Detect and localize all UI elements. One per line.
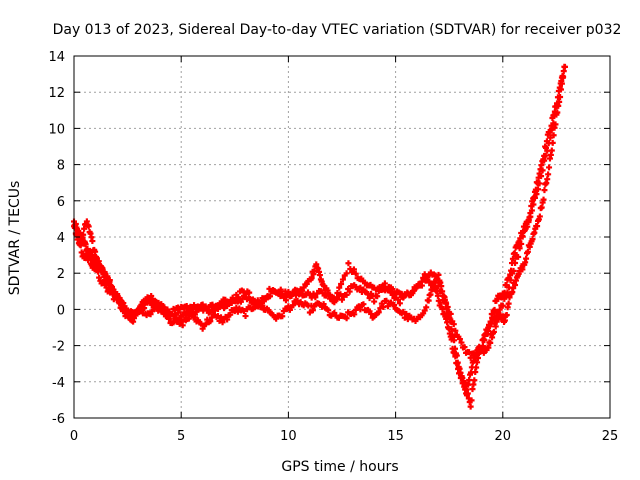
- x-tick-label: 0: [70, 429, 78, 444]
- y-tick-label: 12: [48, 86, 65, 101]
- y-tick-label: 10: [48, 122, 65, 137]
- y-tick-label: -6: [52, 412, 65, 427]
- x-axis-label: GPS time / hours: [281, 459, 398, 475]
- axis-ticks: 0 5 10 15 20 25 -6 -4 -2 0 2 4 6 8 10 12 14: [48, 50, 618, 444]
- y-axis-label: SDTVAR / TECUs: [7, 181, 23, 296]
- data-series: [71, 74, 566, 393]
- y-tick-label: -4: [52, 376, 65, 391]
- y-tick-label: 6: [57, 195, 65, 210]
- x-tick-label: 25: [602, 429, 619, 444]
- y-tick-label: 14: [48, 50, 65, 65]
- x-tick-label: 20: [495, 429, 512, 444]
- data-series: [73, 103, 560, 361]
- y-tick-label: 0: [57, 303, 65, 318]
- series-markers: [71, 74, 566, 393]
- chart-title: Day 013 of 2023, Sidereal Day-to-day VTE…: [53, 22, 622, 38]
- y-tick-label: 4: [57, 231, 65, 246]
- y-tick-label: 2: [57, 267, 65, 282]
- x-tick-label: 5: [177, 429, 185, 444]
- grid-lines: [74, 56, 610, 418]
- x-tick-label: 10: [280, 429, 297, 444]
- series-markers: [73, 103, 560, 361]
- y-tick-label: -2: [52, 340, 65, 355]
- y-tick-label: 8: [57, 159, 65, 174]
- x-tick-label: 15: [387, 429, 404, 444]
